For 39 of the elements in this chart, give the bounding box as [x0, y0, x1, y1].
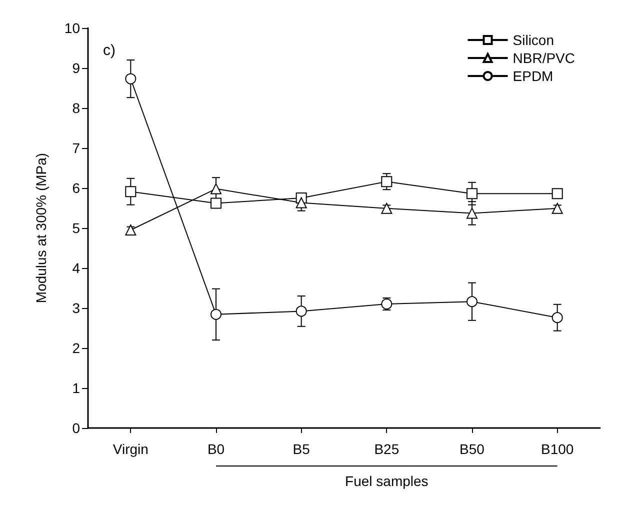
point: [466, 188, 478, 200]
x-tick-label: B100: [540, 441, 574, 457]
y-tick-label: 3: [72, 300, 80, 316]
x-tick-label: B0: [207, 441, 225, 457]
legend-label: Silicon: [512, 32, 554, 48]
y-tick-label: 4: [72, 260, 80, 276]
point: [466, 208, 478, 219]
x-tick-label: B25: [374, 441, 400, 457]
x-tick-label: B50: [460, 441, 485, 457]
y-tick-label: 0: [72, 420, 80, 436]
point: [552, 312, 563, 324]
point: [210, 308, 222, 320]
y-tick-label: 7: [72, 140, 80, 156]
y-tick-label: 8: [72, 100, 80, 116]
point: [381, 176, 392, 188]
point: [381, 202, 392, 214]
point: [552, 202, 563, 214]
y-tick-label: 2: [72, 340, 80, 356]
y-tick-label: 10: [64, 20, 80, 36]
y-tick-label: 6: [72, 180, 80, 196]
x-tick-label: B5: [292, 441, 310, 457]
y-axis-title: Modulus at 300% (MPa): [33, 152, 49, 304]
point: [125, 186, 136, 198]
point: [466, 296, 478, 308]
y-tick-label: 9: [72, 60, 80, 76]
point: [210, 198, 222, 209]
x-tick-label: Virgin: [112, 441, 148, 457]
point: [552, 188, 563, 200]
legend-label: EPDM: [512, 68, 554, 84]
y-tick-label: 5: [72, 220, 80, 236]
y-tick-label: 1: [72, 380, 80, 396]
point: [125, 224, 136, 236]
x-axis-title: Fuel samples: [345, 473, 428, 489]
point: [296, 306, 307, 317]
point: [296, 197, 307, 208]
point: [210, 183, 222, 194]
legend-label: NBR/PVC: [512, 50, 575, 66]
point: [125, 73, 136, 84]
annotation: c): [103, 42, 116, 59]
